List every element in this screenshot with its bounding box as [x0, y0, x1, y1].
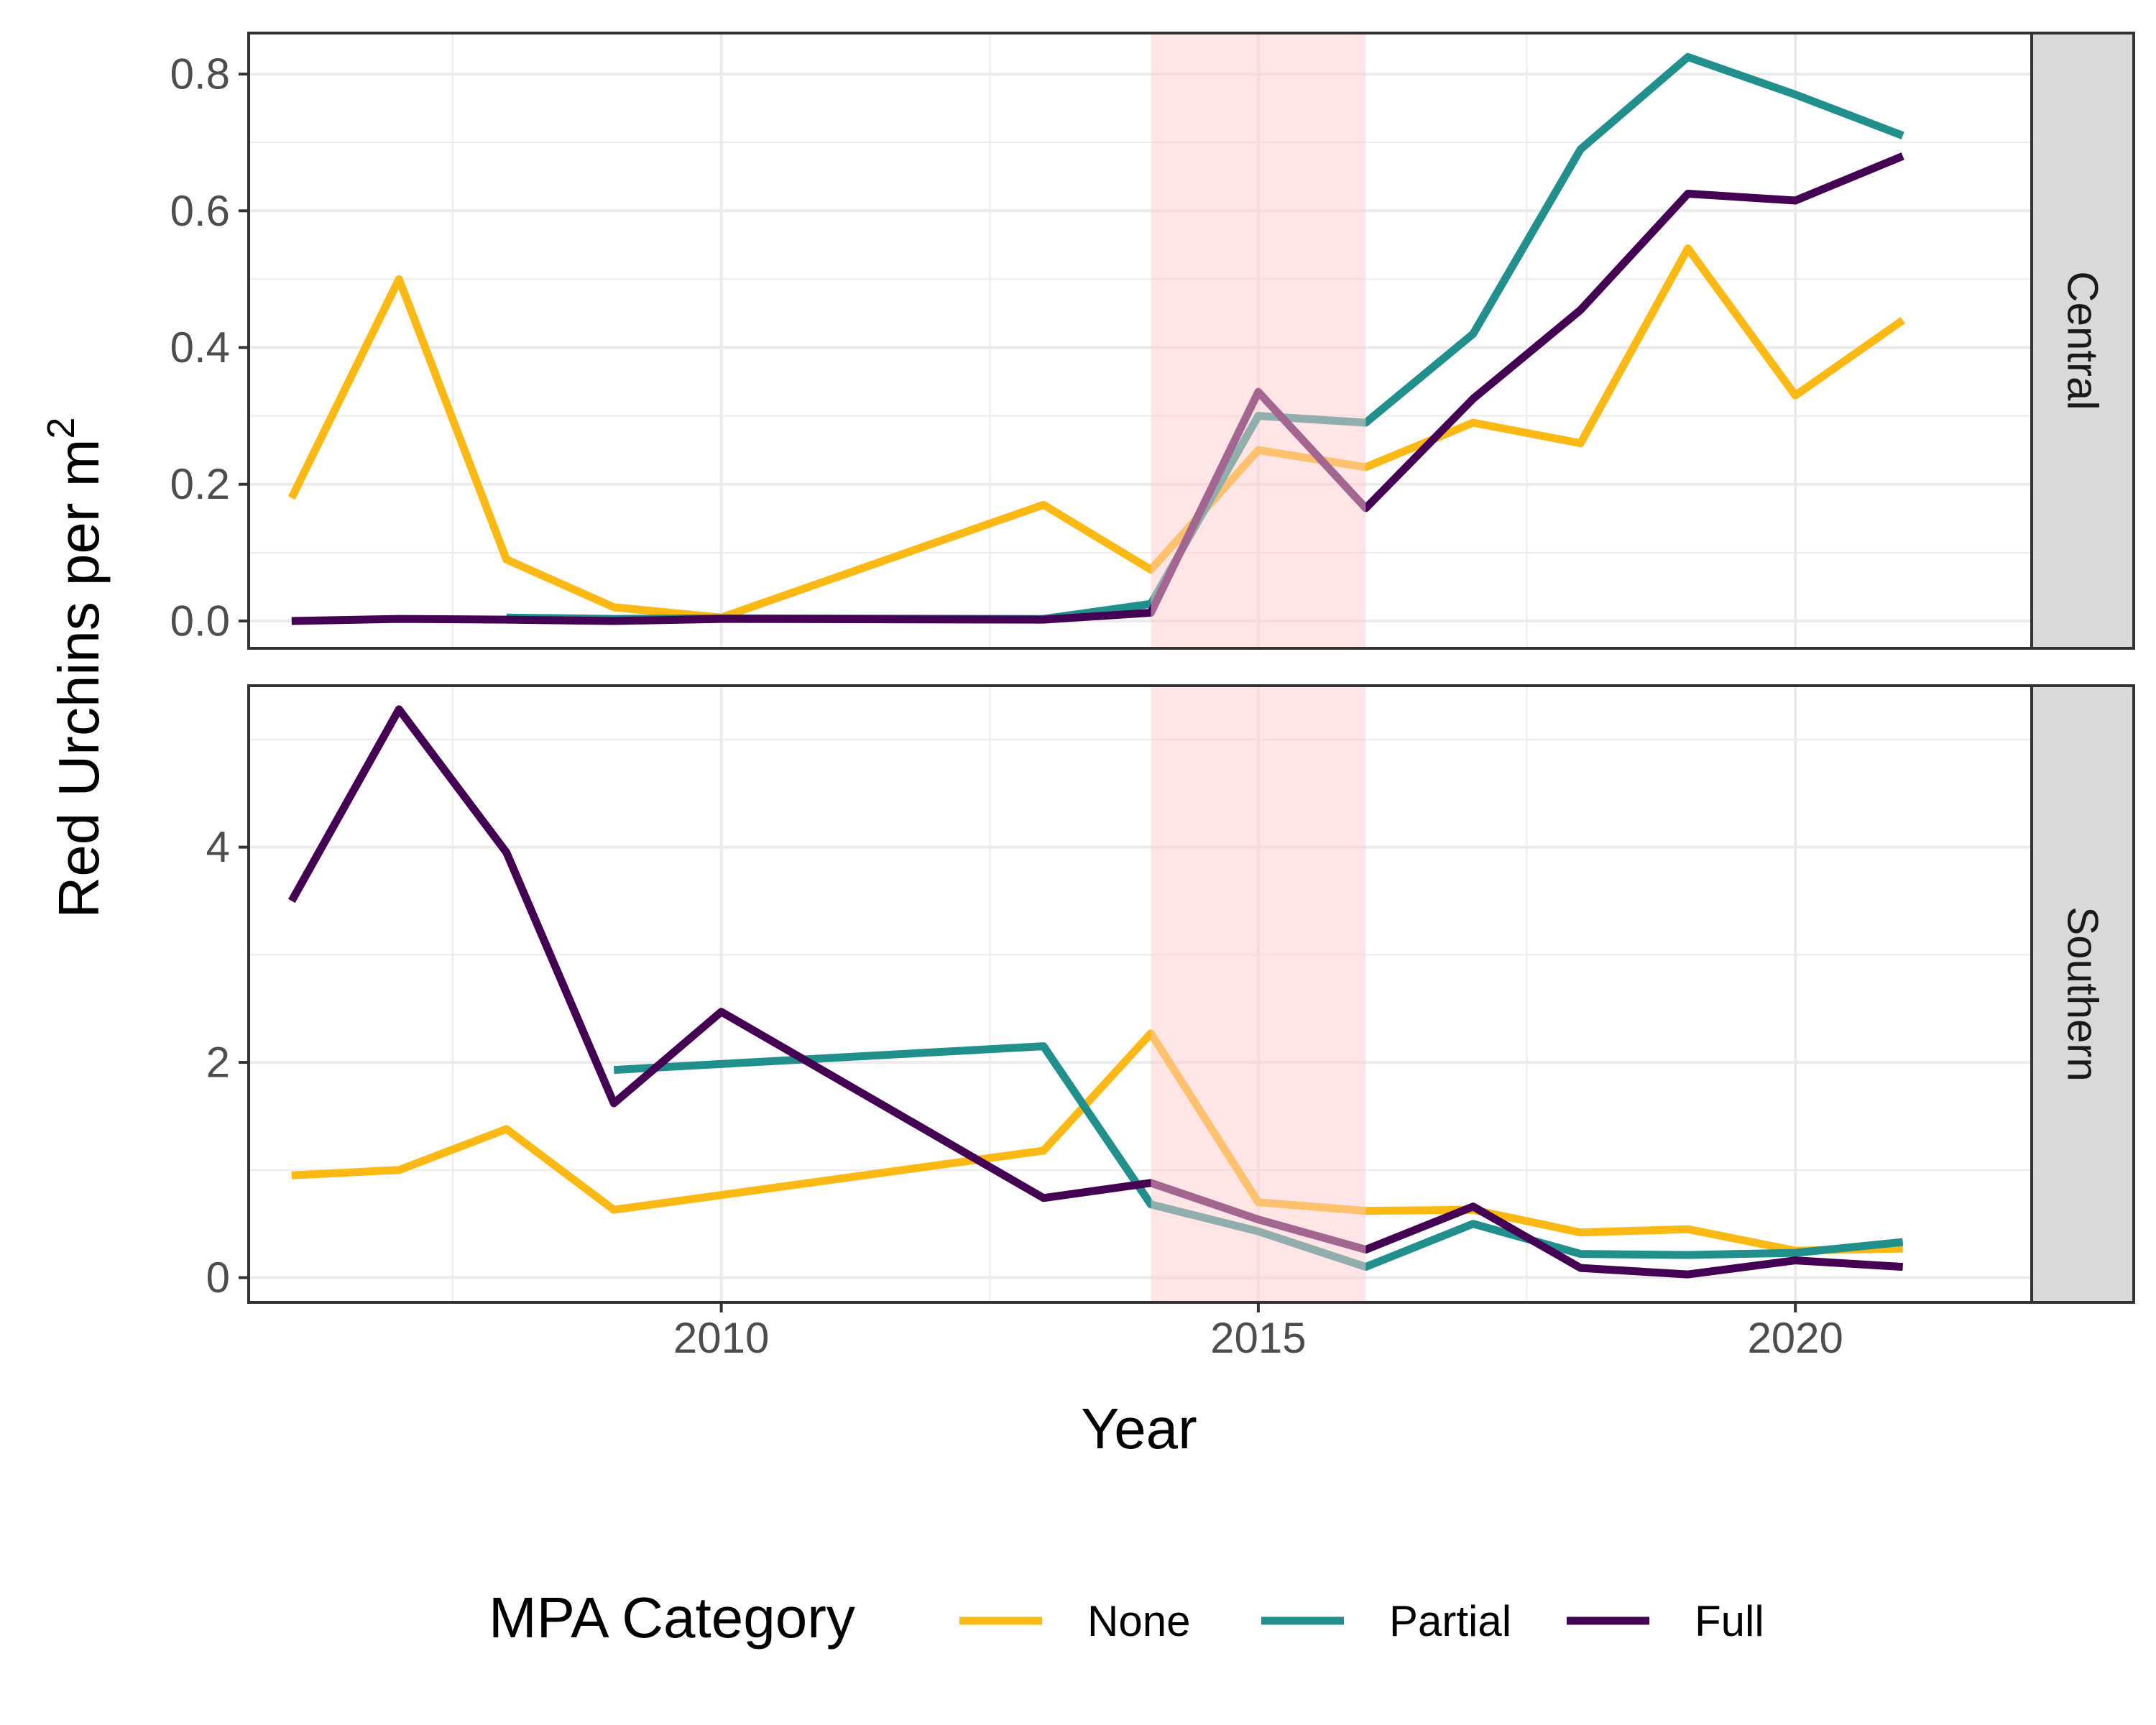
- panel-southern-y-tick-label: 4: [206, 823, 230, 871]
- panel-central-minor-grid: [249, 33, 2032, 648]
- x-axis-title: Year: [1081, 1397, 1197, 1460]
- legend-items: None Partial Full: [959, 1597, 1764, 1645]
- panel-central-highlight-band: [1151, 33, 1366, 648]
- x-tick-label: 2020: [1747, 1314, 1843, 1362]
- y-axis-title-text: Red Urchins per m: [47, 439, 111, 919]
- panel-southern-highlight-band: [1151, 686, 1366, 1302]
- panel-central-y-tick-label: 0.8: [170, 50, 230, 98]
- x-tick-label: 2015: [1210, 1314, 1306, 1362]
- panel-southern-strip-label: Southern: [2059, 906, 2107, 1082]
- panel-southern-strip: [2030, 684, 2135, 1304]
- panel-central-y-tick-label: 0.4: [170, 323, 230, 372]
- legend: MPA Category None Partial Full: [489, 1586, 1764, 1650]
- panel-southern-series-partial: [613, 1042, 1904, 1271]
- panel-southern-y-tick-label: 2: [206, 1039, 230, 1087]
- panel-central-strip-label: Central: [2059, 271, 2107, 410]
- y-axis-title-superscript: 2: [40, 418, 83, 439]
- panel-central-y-tick-label: 0.2: [170, 460, 230, 508]
- panel-central-background: [249, 33, 2032, 648]
- legend-label-partial: Partial: [1389, 1597, 1511, 1645]
- panel-central: Central 0.0 0.2 0.4 0.6 0.8: [170, 32, 2135, 650]
- panel-southern-y-axis: 0 2 4: [206, 823, 249, 1302]
- y-axis-title: Red Urchins per m2: [40, 418, 111, 919]
- panel-central-y-tick-label: 0.6: [170, 187, 230, 235]
- panel-southern-major-grid: [249, 686, 2032, 1302]
- x-axis: 2010 2015 2020: [673, 1302, 1843, 1362]
- panel-southern-y-tick-label: 0: [206, 1254, 230, 1302]
- panel-central-y-tick-label: 0.0: [170, 597, 230, 645]
- panel-central-strip: [2030, 32, 2135, 650]
- legend-label-none: None: [1087, 1597, 1190, 1645]
- panel-southern-minor-grid: [249, 686, 2032, 1302]
- panel-southern-background: [249, 686, 2032, 1302]
- legend-label-full: Full: [1695, 1597, 1764, 1645]
- x-tick-label: 2010: [673, 1314, 769, 1362]
- panel-southern: Southern 0 2 4: [206, 684, 2135, 1304]
- legend-title: MPA Category: [489, 1586, 855, 1650]
- panel-central-y-axis: 0.0 0.2 0.4 0.6 0.8: [170, 50, 249, 645]
